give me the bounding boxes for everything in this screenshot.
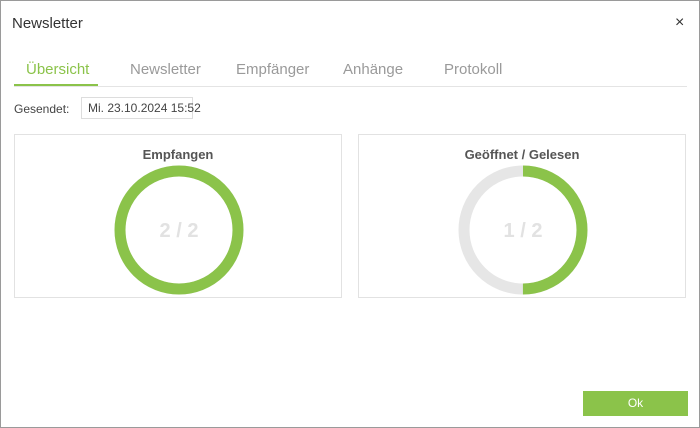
donut-label: 2 / 2: [160, 220, 199, 242]
donut-label: 1 / 2: [504, 220, 543, 242]
chart-panel: Geöffnet / Gelesen 1 / 2: [358, 134, 686, 298]
tab-divider: [14, 86, 687, 87]
donut-arc: [114, 165, 244, 295]
tab[interactable]: Protokoll: [444, 61, 503, 78]
close-button[interactable]: ×: [675, 14, 685, 31]
tab[interactable]: Anhänge: [343, 61, 404, 78]
panel-title: Empfangen: [142, 147, 214, 162]
chart-panel: Empfangen 2 / 2: [14, 134, 342, 298]
dialog-title: Newsletter: [12, 15, 83, 32]
active-tab-underline: [14, 84, 98, 86]
tab[interactable]: Übersicht: [26, 61, 90, 78]
donut: 1 / 2: [458, 165, 588, 295]
ok-button[interactable]: Ok: [583, 391, 688, 416]
donut: 2 / 2: [114, 165, 244, 295]
panel-title: Geöffnet / Gelesen: [464, 147, 580, 162]
donut-arc: [458, 165, 588, 295]
sent-value: Mi. 23.10.2024 15:52: [81, 97, 201, 119]
tab[interactable]: Empfänger: [236, 61, 310, 78]
tab[interactable]: Newsletter: [130, 61, 201, 78]
sent-label: Gesendet:: [14, 102, 70, 116]
